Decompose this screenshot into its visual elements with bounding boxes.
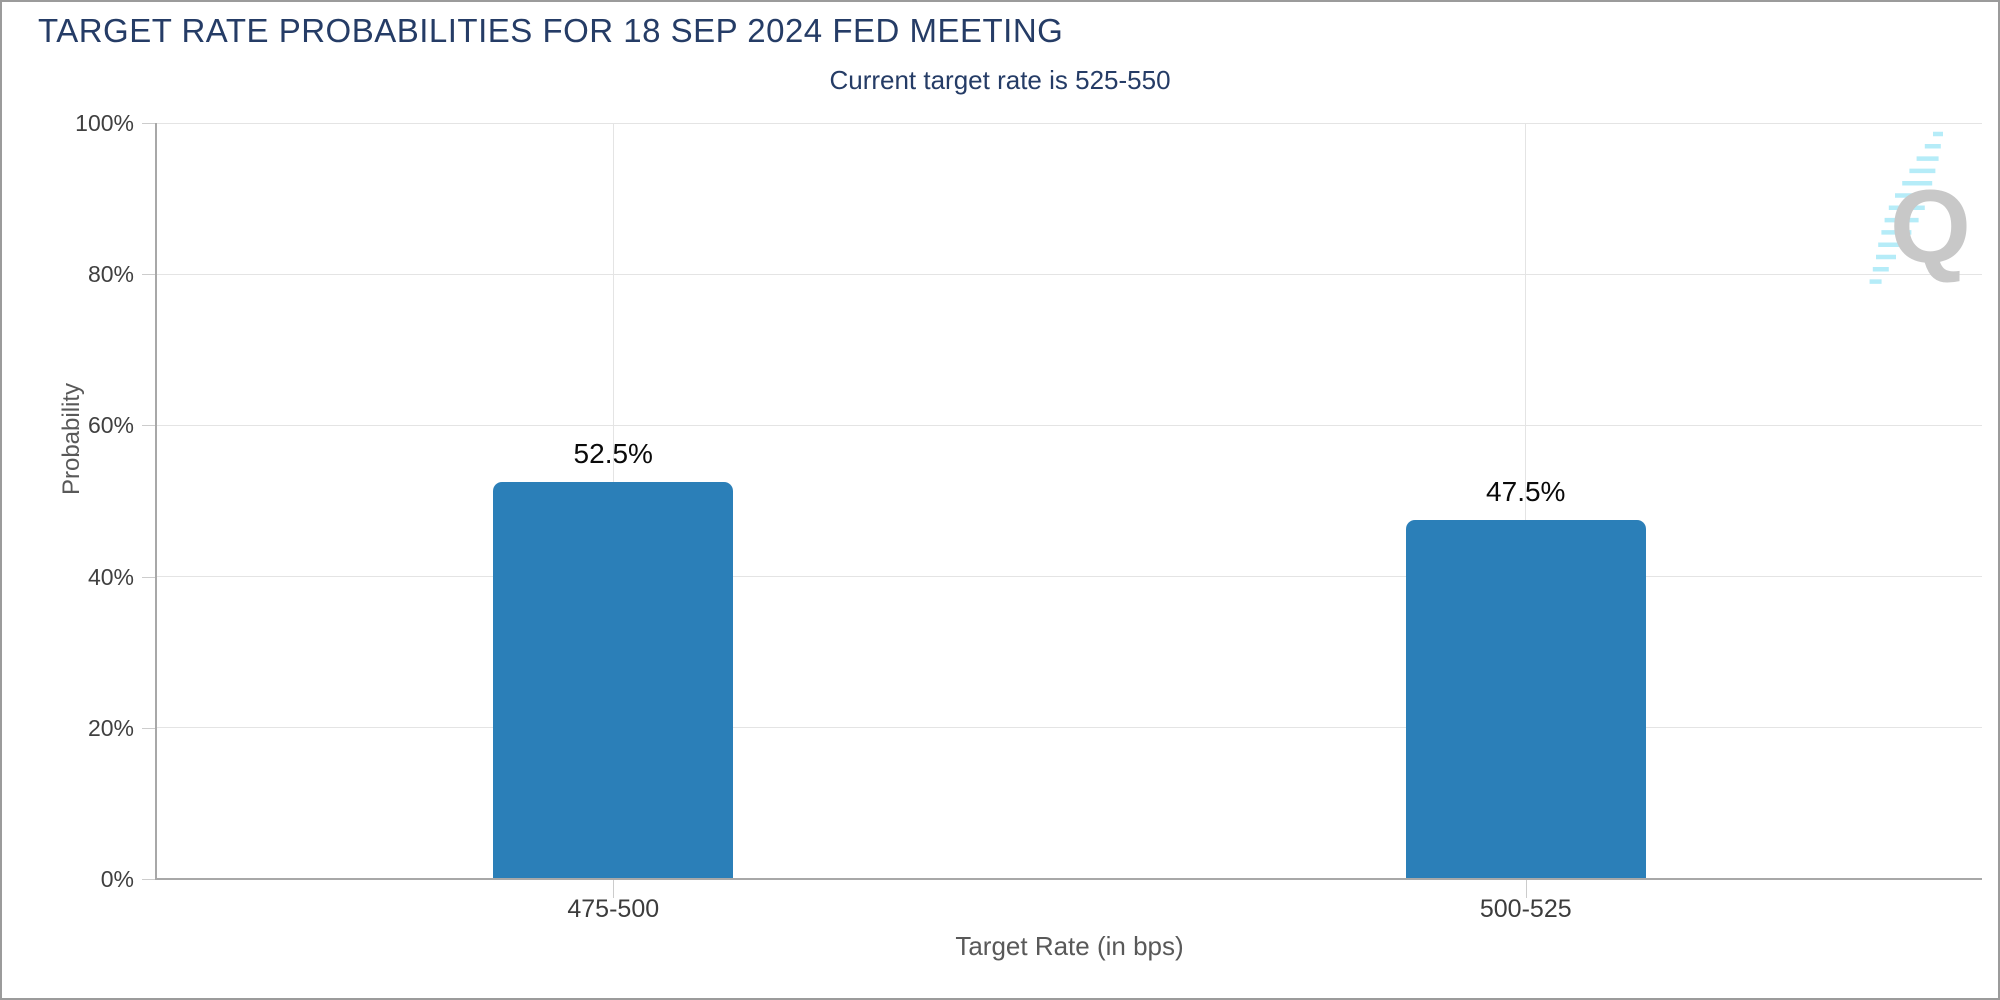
y-gridline (157, 576, 1982, 578)
y-gridline (157, 727, 1982, 729)
q-logo-icon: Q (1869, 131, 1971, 285)
svg-text:Q: Q (1890, 169, 1968, 285)
x-tick-mark (613, 880, 615, 898)
y-tick-label: 100% (75, 110, 134, 136)
x-tick-label: 500-525 (1479, 895, 1572, 923)
bar-value-label: 47.5% (1486, 475, 1566, 507)
probability-bar-500-525 (1405, 519, 1646, 879)
y-tick-label: 20% (87, 714, 134, 741)
page-title: TARGET RATE PROBABILITIES FOR 18 SEP 202… (38, 12, 1064, 49)
y-tick-mark (142, 576, 155, 578)
x-tick-label: 475-500 (567, 895, 660, 923)
y-tick-label: 60% (87, 412, 134, 439)
plot-area: 52.5% 47.5% (157, 122, 1982, 879)
y-tick-mark (142, 274, 155, 276)
y-tick-label: 0% (100, 866, 134, 892)
probability-bar-475-500 (493, 482, 734, 879)
y-gridline (157, 424, 1982, 426)
y-gridline (157, 122, 1982, 124)
x-axis-baseline (155, 878, 1982, 880)
x-tick-mark (1525, 880, 1527, 898)
category-gridline (1525, 123, 1527, 879)
x-axis-title: Target Rate (in bps) (955, 931, 1184, 961)
quikstrike-watermark: Q (1848, 122, 1971, 294)
bar-value-label: 52.5% (573, 438, 653, 470)
y-axis-line (155, 123, 157, 879)
y-tick-label: 40% (87, 563, 134, 590)
y-tick-mark (142, 879, 155, 880)
y-tick-mark (142, 123, 155, 124)
chart-subtitle: Current target rate is 525-550 (829, 65, 1171, 95)
y-tick-mark (142, 727, 155, 729)
y-gridline (157, 273, 1982, 275)
y-tick-label: 80% (87, 261, 134, 288)
y-tick-mark (142, 425, 155, 427)
